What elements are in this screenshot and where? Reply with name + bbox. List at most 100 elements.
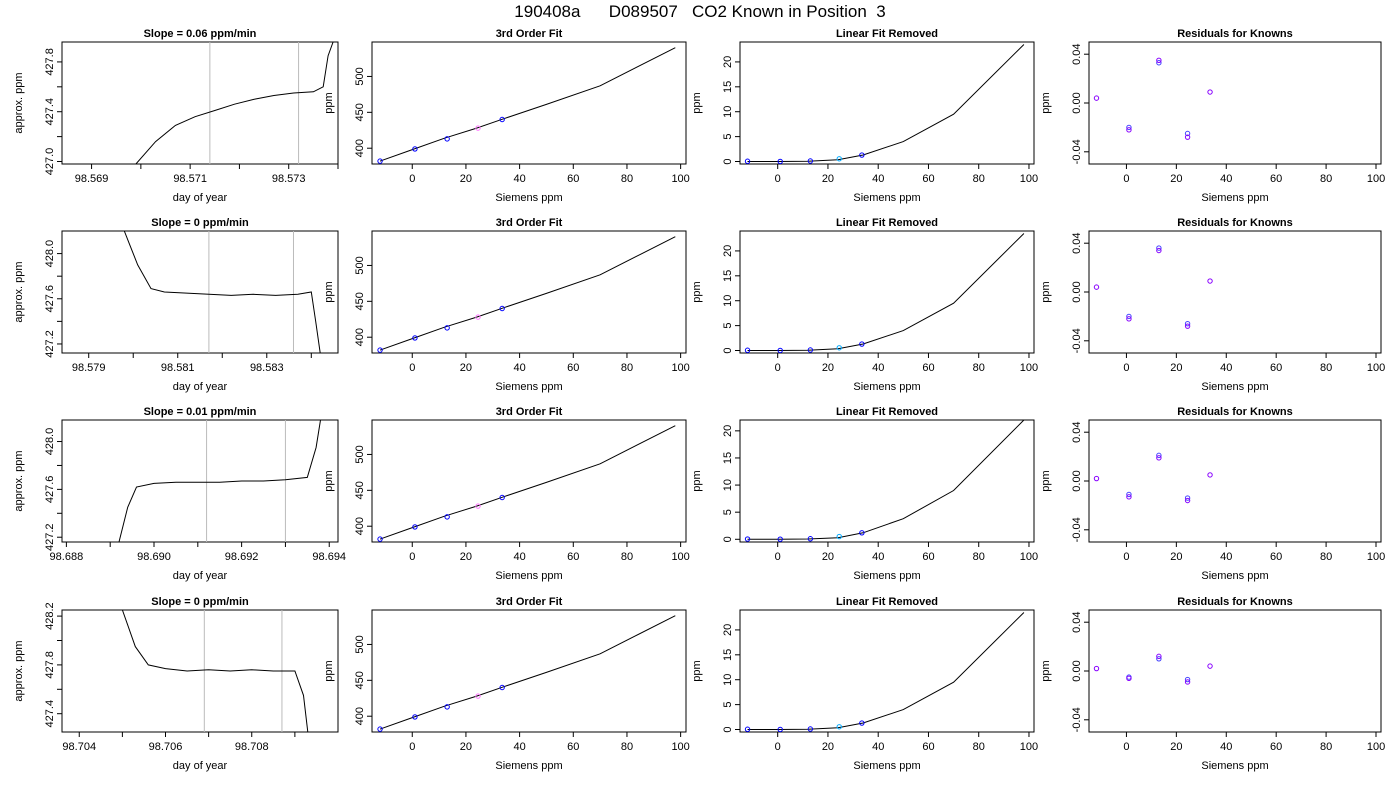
y-tick-label: 0 xyxy=(722,536,734,542)
y-tick-label: 450 xyxy=(354,103,366,121)
x-tick-label: 98.583 xyxy=(250,362,284,374)
panel-r3-c2: Linear Fit Removed 0 20 40 60 80 100 0 5 10 15 20 Si… xyxy=(691,596,1038,772)
data-point xyxy=(744,536,751,542)
x-tick-label: 60 xyxy=(922,173,934,185)
x-tick-label: 60 xyxy=(567,362,579,374)
x-tick-label: 98.581 xyxy=(161,362,195,374)
data-point xyxy=(1207,663,1213,669)
panel-r1-c0: Slope = 0 ppm/min 98.579 98.581 98.583 427.2… xyxy=(13,217,339,393)
plot-area xyxy=(377,615,676,732)
x-tick-label: 80 xyxy=(1320,551,1332,563)
y-axis-label: ppm xyxy=(691,281,703,302)
data-point xyxy=(1126,316,1132,322)
fit-curve xyxy=(747,612,1025,730)
y-tick-label: 0.00 xyxy=(1071,470,1083,491)
y-tick-label: 0.00 xyxy=(1071,660,1083,681)
x-tick-label: 40 xyxy=(513,362,525,374)
y-tick-label: 427.6 xyxy=(44,285,56,313)
x-axis-label: Siemens ppm xyxy=(495,570,562,582)
x-tick-label: 100 xyxy=(1367,741,1385,753)
x-tick-label: 0 xyxy=(775,362,781,374)
y-tick-label: 500 xyxy=(354,256,366,274)
x-tick-label: 0 xyxy=(1123,362,1129,374)
data-point-secondary xyxy=(1184,130,1191,137)
panel-r2-c0: Slope = 0.01 ppm/min 98.688 98.690 98.692 98… xyxy=(13,406,346,582)
x-tick-label: 20 xyxy=(822,173,834,185)
data-point xyxy=(412,714,418,720)
x-tick-label: 40 xyxy=(872,551,884,563)
x-tick-label: 40 xyxy=(513,741,525,753)
plot-area xyxy=(744,612,1025,732)
plot-frame xyxy=(61,609,339,733)
y-tick-label: 400 xyxy=(354,707,366,725)
x-axis-label: Siemens ppm xyxy=(1201,570,1268,582)
x-tick-label: 60 xyxy=(567,173,579,185)
data-point xyxy=(777,158,783,164)
data-point xyxy=(1207,278,1213,284)
data-point xyxy=(1207,472,1213,478)
x-tick-label: 0 xyxy=(1123,741,1129,753)
data-point xyxy=(1093,665,1100,672)
data-point xyxy=(1156,57,1162,63)
y-tick-label: 20 xyxy=(722,56,734,68)
y-axis-label: ppm xyxy=(1040,660,1052,681)
x-tick-label: 98.704 xyxy=(62,741,96,753)
plot-frame xyxy=(1088,41,1382,165)
data-point xyxy=(499,684,505,691)
panel-title: Linear Fit Removed xyxy=(836,406,938,418)
plot-frame xyxy=(371,230,687,354)
x-tick-label: 100 xyxy=(671,551,689,563)
plot-frame xyxy=(61,230,339,354)
data-point xyxy=(475,503,481,509)
data-point xyxy=(377,536,383,542)
y-axis-label: ppm xyxy=(1040,281,1052,302)
data-point xyxy=(1126,494,1132,500)
data-point xyxy=(377,726,383,732)
panel-r0-c3: Residuals for Knowns 0 20 40 60 80 100 -0.04 0.0… xyxy=(1040,28,1385,204)
data-point xyxy=(444,325,450,331)
fit-curve xyxy=(379,425,676,540)
data-point xyxy=(836,533,842,540)
y-tick-label: 0 xyxy=(722,158,734,164)
fit-curve xyxy=(379,236,676,351)
plot-area xyxy=(121,610,309,732)
x-tick-label: 0 xyxy=(1123,173,1129,185)
x-tick-label: 0 xyxy=(409,741,415,753)
fit-curve xyxy=(747,44,1025,162)
x-tick-label: 0 xyxy=(409,362,415,374)
x-tick-label: 60 xyxy=(1270,173,1282,185)
x-tick-label: 80 xyxy=(1320,173,1332,185)
data-point xyxy=(1184,323,1191,329)
series-line xyxy=(135,42,334,164)
data-point-secondary xyxy=(1184,495,1191,501)
x-axis-label: Siemens ppm xyxy=(853,192,920,204)
data-point xyxy=(1207,89,1213,95)
x-tick-label: 100 xyxy=(671,173,689,185)
y-tick-label: 0.04 xyxy=(1071,43,1083,64)
x-tick-label: 20 xyxy=(460,362,472,374)
x-tick-label: 20 xyxy=(1170,362,1182,374)
x-tick-label: 98.573 xyxy=(272,173,306,185)
y-tick-label: 15 xyxy=(722,452,734,464)
y-tick-label: -0.04 xyxy=(1071,328,1083,353)
data-point xyxy=(499,305,505,312)
plot-frame xyxy=(1088,230,1382,354)
y-tick-label: 428.0 xyxy=(44,428,56,456)
x-tick-label: 0 xyxy=(775,173,781,185)
y-tick-label: 428.0 xyxy=(44,240,56,268)
y-tick-label: 20 xyxy=(722,425,734,437)
y-tick-label: 10 xyxy=(722,479,734,491)
x-tick-label: 80 xyxy=(973,362,985,374)
panel-title: Slope = 0.06 ppm/min xyxy=(144,28,257,40)
fit-curve xyxy=(379,47,676,162)
y-tick-label: 427.6 xyxy=(44,476,56,504)
x-tick-label: 20 xyxy=(1170,741,1182,753)
data-point xyxy=(1093,475,1100,482)
panel-r2-c2: Linear Fit Removed 0 20 40 60 80 100 0 5 10 15 20 Si… xyxy=(691,406,1038,582)
data-point xyxy=(859,720,865,726)
y-tick-label: -0.04 xyxy=(1071,517,1083,542)
x-axis-label: day of year xyxy=(173,760,228,772)
x-tick-label: 80 xyxy=(973,741,985,753)
data-point xyxy=(859,530,865,536)
panel-r2-c3: Residuals for Knowns 0 20 40 60 80 100 -0.04 0.0… xyxy=(1040,406,1385,582)
